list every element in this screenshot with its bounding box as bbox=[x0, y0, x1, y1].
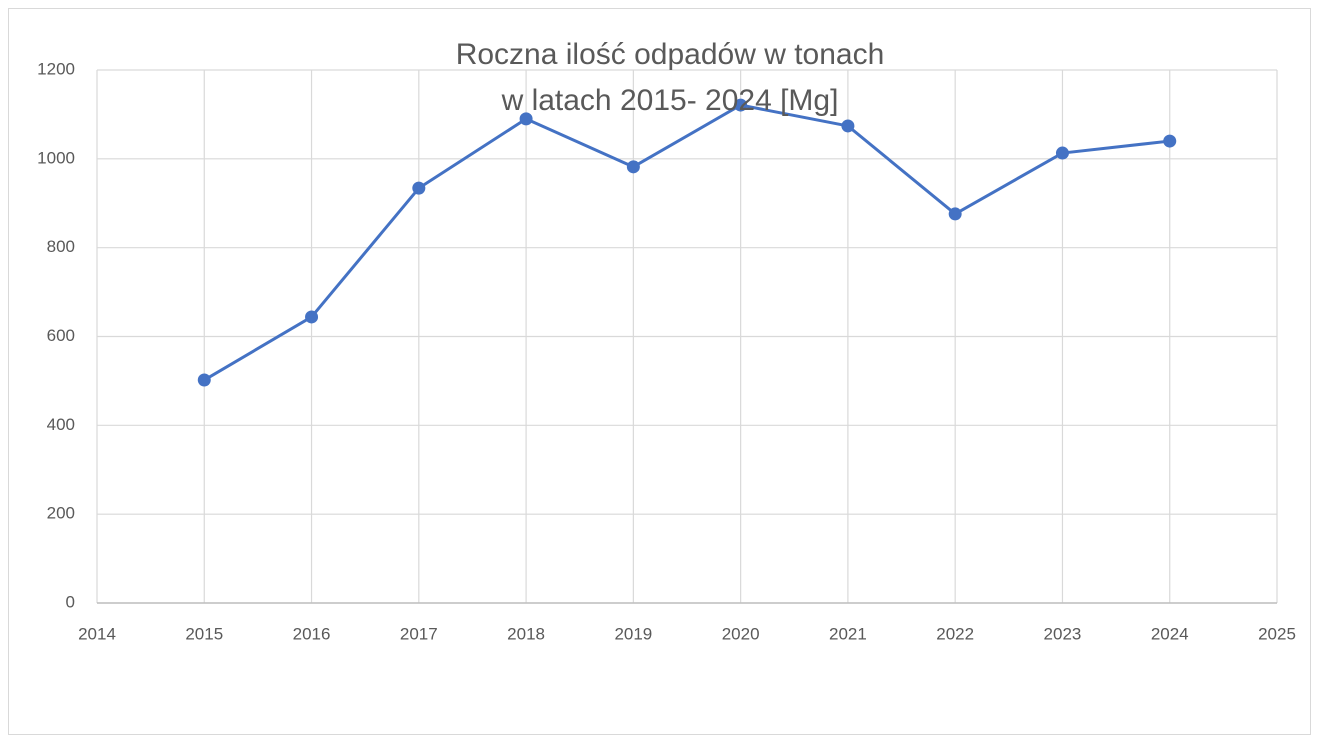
chart-title: Roczna ilość odpadów w tonach bbox=[456, 38, 885, 71]
data-point bbox=[841, 119, 855, 133]
x-tick-label: 2025 bbox=[1258, 624, 1296, 643]
data-point bbox=[626, 160, 640, 174]
x-tick-label: 2019 bbox=[614, 624, 652, 643]
x-tick-label: 2022 bbox=[936, 624, 974, 643]
x-tick-label: 2020 bbox=[722, 624, 760, 643]
y-tick-label: 1000 bbox=[37, 148, 75, 167]
data-point bbox=[305, 310, 319, 324]
chart-title: w latach 2015- 2024 [Mg] bbox=[501, 84, 839, 117]
x-tick-label: 2018 bbox=[507, 624, 545, 643]
data-point bbox=[1055, 146, 1069, 160]
x-tick-label: 2014 bbox=[78, 624, 116, 643]
x-tick-label: 2015 bbox=[185, 624, 223, 643]
data-point bbox=[519, 112, 533, 126]
x-tick-label: 2024 bbox=[1151, 624, 1189, 643]
data-point bbox=[412, 181, 426, 195]
data-point bbox=[734, 98, 748, 112]
data-point bbox=[948, 207, 962, 221]
x-tick-label: 2016 bbox=[293, 624, 331, 643]
data-point bbox=[197, 373, 211, 387]
data-point bbox=[1163, 134, 1177, 148]
y-tick-label: 600 bbox=[47, 326, 75, 345]
y-tick-label: 400 bbox=[47, 415, 75, 434]
y-tick-label: 800 bbox=[47, 237, 75, 256]
x-tick-label: 2017 bbox=[400, 624, 438, 643]
y-tick-label: 200 bbox=[47, 504, 75, 523]
x-tick-label: 2023 bbox=[1044, 624, 1082, 643]
chart-border bbox=[8, 8, 1311, 735]
series-line bbox=[203, 103, 1170, 382]
y-tick-label: 0 bbox=[66, 592, 75, 611]
y-tick-label: 1200 bbox=[37, 59, 75, 78]
x-tick-label: 2021 bbox=[829, 624, 867, 643]
